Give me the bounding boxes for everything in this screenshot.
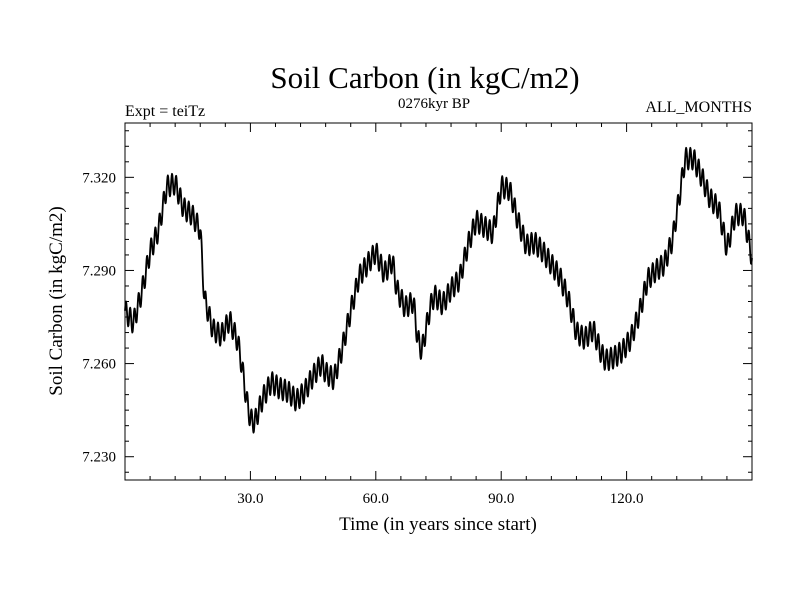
y-tick-label: 7.230: [82, 450, 116, 466]
x-tick-label: 120.0: [610, 491, 644, 507]
chart-subtitle: 0276kyr BP: [398, 96, 470, 112]
experiment-note: Expt = teiTz: [125, 103, 205, 120]
soil-carbon-series-line: [124, 146, 753, 434]
months-note: ALL_MONTHS: [645, 99, 752, 116]
x-axis-label: Time (in years since start): [339, 514, 537, 535]
x-tick-label: 30.0: [237, 491, 263, 507]
x-tick-label: 60.0: [363, 491, 389, 507]
y-axis-label: Soil Carbon (in kgC/m2): [46, 206, 67, 395]
chart-title: Soil Carbon (in kgC/m2): [270, 60, 579, 95]
y-tick-label: 7.290: [82, 263, 116, 279]
y-tick-label: 7.260: [82, 357, 116, 373]
x-tick-label: 90.0: [488, 491, 514, 507]
y-tick-label: 7.320: [82, 170, 116, 186]
